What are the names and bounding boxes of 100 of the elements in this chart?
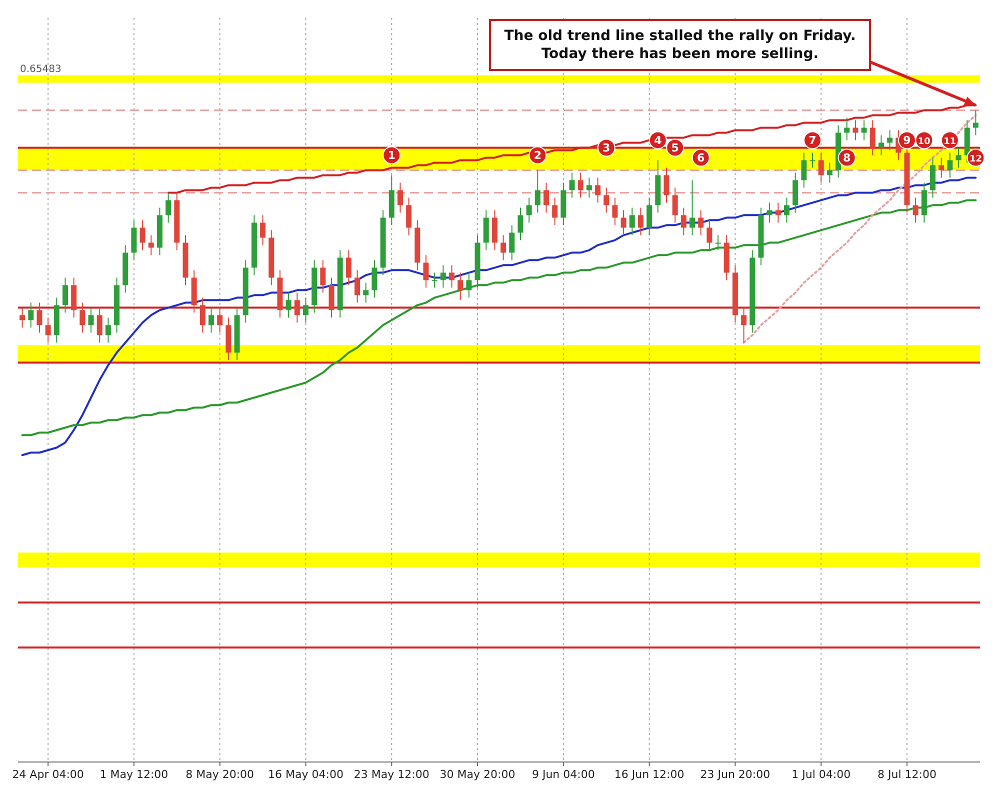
x-tick-label: 24 Apr 04:00 (12, 768, 84, 781)
candlestick (698, 210, 704, 236)
x-tick-label: 8 Jul 12:00 (878, 768, 936, 781)
candlestick (148, 234, 154, 256)
candlestick (518, 207, 524, 241)
candlestick (870, 120, 876, 156)
candlestick (612, 197, 618, 226)
candlestick (36, 302, 42, 334)
candlestick (629, 207, 635, 236)
candlestick (938, 157, 944, 178)
candlestick (595, 177, 601, 204)
candlestick (526, 197, 532, 224)
series-label: 8 (843, 152, 851, 165)
candlestick (96, 307, 102, 344)
series-label: 3 (602, 142, 610, 155)
candlestick (286, 292, 292, 318)
series-label: 12 (969, 154, 982, 165)
series-label: 6 (697, 152, 706, 165)
candlestick (458, 272, 464, 301)
candlestick (449, 264, 455, 288)
band-label: 0.65483 (20, 64, 62, 76)
candlestick (818, 152, 824, 184)
candlestick (578, 172, 584, 198)
series-label: 5 (671, 142, 679, 155)
candlestick (302, 297, 308, 324)
candlestick (878, 134, 884, 156)
candlestick (45, 317, 51, 344)
series-label: 10 (918, 137, 930, 148)
x-tick-label: 16 May 04:00 (268, 768, 344, 781)
x-tick-label: 1 May 12:00 (100, 768, 168, 781)
candlestick (706, 220, 712, 251)
candlestick (372, 260, 378, 298)
candlestick (432, 272, 438, 288)
candlestick (741, 307, 747, 344)
candlestick (852, 120, 858, 141)
candlestick (208, 307, 214, 334)
candlestick (397, 182, 403, 214)
candlestick (105, 317, 111, 344)
candlestick (217, 307, 223, 334)
candlestick (861, 120, 867, 141)
x-tick-label: 8 May 20:00 (186, 768, 254, 781)
candlestick (620, 210, 626, 236)
series-label: 7 (808, 134, 816, 148)
candlestick (887, 130, 893, 151)
candlestick (715, 234, 721, 251)
candlestick (784, 197, 790, 224)
candlestick (62, 277, 68, 314)
candlestick (140, 220, 146, 251)
candlestick (956, 147, 962, 168)
candlestick (534, 170, 540, 214)
candlestick (810, 152, 816, 168)
candlestick (346, 250, 352, 286)
x-tick-label: 23 Jun 20:00 (700, 768, 770, 781)
candlestick (28, 302, 34, 328)
candlestick (20, 307, 26, 328)
candlestick (646, 197, 652, 236)
series-label: 1 (388, 149, 396, 162)
x-tick-label: 1 Jul 04:00 (792, 768, 851, 781)
candlestick (947, 152, 953, 178)
candlestick (440, 264, 446, 288)
candlestick (826, 162, 832, 184)
candlestick (586, 177, 592, 198)
candlestick (638, 207, 644, 236)
candlestick (552, 197, 558, 226)
candlestick (466, 272, 472, 298)
text: The old trend line stalled the rally on Friday. Today there has been more selling. (504, 28, 856, 62)
candlestick (972, 110, 978, 136)
series-label: 4 (654, 134, 662, 148)
x-tick-label: 9 Jun 04:00 (532, 768, 595, 781)
candlestick (569, 172, 575, 198)
series-label: 9 (903, 134, 911, 148)
candlestick (406, 197, 412, 236)
candlestick (509, 224, 515, 261)
candlestick (423, 254, 429, 288)
candlestick (80, 302, 86, 334)
x-tick-label: 16 Jun 12:00 (614, 768, 684, 781)
candlestick (664, 167, 670, 204)
candlestick (166, 192, 172, 224)
candlestick (320, 260, 326, 294)
candlestick (844, 117, 850, 141)
candlestick (500, 234, 506, 261)
candlestick (690, 180, 696, 236)
candlestick (775, 202, 781, 224)
series-label: 2 (534, 149, 542, 162)
x-tick-label: 30 May 20:00 (440, 768, 516, 781)
candlestick (354, 270, 360, 304)
candlestick (260, 214, 266, 246)
candlestick (88, 307, 94, 334)
candlestick (680, 207, 686, 236)
candlestick (363, 282, 369, 304)
candlestick (766, 202, 772, 224)
candlestick (604, 187, 610, 214)
x-tick-label: 23 May 12:00 (354, 768, 430, 781)
candlestick (801, 152, 807, 188)
candlestick (543, 182, 549, 214)
candlestick (200, 297, 206, 334)
candlestick (912, 197, 918, 224)
candlestick (294, 292, 300, 324)
candlestick (672, 187, 678, 224)
series-label: 11 (944, 137, 956, 148)
